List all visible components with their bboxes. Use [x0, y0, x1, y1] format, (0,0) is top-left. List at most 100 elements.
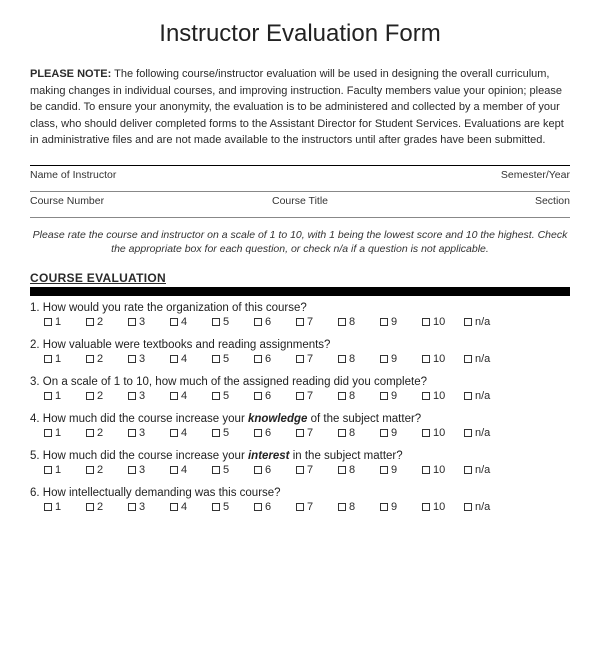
checkbox-icon[interactable]	[128, 318, 136, 326]
checkbox-icon[interactable]	[44, 466, 52, 474]
rating-option[interactable]: 9	[380, 353, 422, 365]
rating-option[interactable]: 7	[296, 316, 338, 328]
checkbox-icon[interactable]	[296, 355, 304, 363]
checkbox-icon[interactable]	[464, 503, 472, 511]
checkbox-icon[interactable]	[380, 318, 388, 326]
rating-option[interactable]: 10	[422, 427, 464, 439]
checkbox-icon[interactable]	[128, 429, 136, 437]
rating-option[interactable]: 1	[44, 501, 86, 513]
checkbox-icon[interactable]	[422, 429, 430, 437]
checkbox-icon[interactable]	[254, 429, 262, 437]
rating-option[interactable]: 2	[86, 390, 128, 402]
rating-option[interactable]: 9	[380, 501, 422, 513]
checkbox-icon[interactable]	[212, 392, 220, 400]
checkbox-icon[interactable]	[422, 318, 430, 326]
rating-option[interactable]: 1	[44, 427, 86, 439]
checkbox-icon[interactable]	[338, 429, 346, 437]
rating-option[interactable]: 1	[44, 316, 86, 328]
checkbox-icon[interactable]	[212, 318, 220, 326]
rating-option[interactable]: 6	[254, 427, 296, 439]
rating-option[interactable]: 10	[422, 464, 464, 476]
rating-option[interactable]: 8	[338, 427, 380, 439]
rating-option[interactable]: 1	[44, 390, 86, 402]
rating-option[interactable]: 2	[86, 464, 128, 476]
rating-option[interactable]: 4	[170, 501, 212, 513]
rating-option[interactable]: 2	[86, 316, 128, 328]
rating-option[interactable]: 6	[254, 501, 296, 513]
rating-option[interactable]: 4	[170, 390, 212, 402]
rating-option[interactable]: 10	[422, 353, 464, 365]
checkbox-icon[interactable]	[464, 429, 472, 437]
checkbox-icon[interactable]	[380, 466, 388, 474]
rating-option[interactable]: n/a	[464, 390, 512, 402]
checkbox-icon[interactable]	[212, 355, 220, 363]
rating-option[interactable]: 4	[170, 353, 212, 365]
rating-option[interactable]: 5	[212, 316, 254, 328]
rating-option[interactable]: 10	[422, 501, 464, 513]
checkbox-icon[interactable]	[422, 503, 430, 511]
checkbox-icon[interactable]	[380, 429, 388, 437]
checkbox-icon[interactable]	[254, 466, 262, 474]
rating-option[interactable]: 7	[296, 464, 338, 476]
checkbox-icon[interactable]	[86, 503, 94, 511]
rating-option[interactable]: 8	[338, 316, 380, 328]
checkbox-icon[interactable]	[254, 355, 262, 363]
rating-option[interactable]: n/a	[464, 316, 512, 328]
checkbox-icon[interactable]	[44, 503, 52, 511]
checkbox-icon[interactable]	[170, 503, 178, 511]
checkbox-icon[interactable]	[128, 466, 136, 474]
rating-option[interactable]: 10	[422, 390, 464, 402]
checkbox-icon[interactable]	[422, 392, 430, 400]
rating-option[interactable]: 4	[170, 464, 212, 476]
rating-option[interactable]: 4	[170, 427, 212, 439]
checkbox-icon[interactable]	[296, 429, 304, 437]
checkbox-icon[interactable]	[254, 503, 262, 511]
rating-option[interactable]: 5	[212, 501, 254, 513]
rating-option[interactable]: 7	[296, 501, 338, 513]
checkbox-icon[interactable]	[338, 355, 346, 363]
checkbox-icon[interactable]	[170, 466, 178, 474]
rating-option[interactable]: 3	[128, 501, 170, 513]
checkbox-icon[interactable]	[464, 318, 472, 326]
rating-option[interactable]: 9	[380, 316, 422, 328]
rating-option[interactable]: 10	[422, 316, 464, 328]
checkbox-icon[interactable]	[86, 466, 94, 474]
rating-option[interactable]: 7	[296, 353, 338, 365]
rating-option[interactable]: 2	[86, 501, 128, 513]
checkbox-icon[interactable]	[380, 355, 388, 363]
checkbox-icon[interactable]	[464, 355, 472, 363]
checkbox-icon[interactable]	[380, 392, 388, 400]
rating-option[interactable]: 1	[44, 353, 86, 365]
rating-option[interactable]: 5	[212, 353, 254, 365]
checkbox-icon[interactable]	[422, 355, 430, 363]
checkbox-icon[interactable]	[128, 392, 136, 400]
checkbox-icon[interactable]	[212, 429, 220, 437]
rating-option[interactable]: 3	[128, 316, 170, 328]
checkbox-icon[interactable]	[338, 318, 346, 326]
rating-option[interactable]: 5	[212, 464, 254, 476]
checkbox-icon[interactable]	[212, 503, 220, 511]
checkbox-icon[interactable]	[338, 503, 346, 511]
rating-option[interactable]: 4	[170, 316, 212, 328]
checkbox-icon[interactable]	[422, 466, 430, 474]
rating-option[interactable]: 8	[338, 390, 380, 402]
checkbox-icon[interactable]	[464, 466, 472, 474]
rating-option[interactable]: 3	[128, 464, 170, 476]
checkbox-icon[interactable]	[170, 355, 178, 363]
checkbox-icon[interactable]	[254, 392, 262, 400]
checkbox-icon[interactable]	[170, 392, 178, 400]
rating-option[interactable]: 8	[338, 464, 380, 476]
checkbox-icon[interactable]	[86, 355, 94, 363]
checkbox-icon[interactable]	[44, 355, 52, 363]
rating-option[interactable]: 5	[212, 390, 254, 402]
checkbox-icon[interactable]	[128, 503, 136, 511]
checkbox-icon[interactable]	[128, 355, 136, 363]
checkbox-icon[interactable]	[296, 466, 304, 474]
rating-option[interactable]: n/a	[464, 427, 512, 439]
rating-option[interactable]: 3	[128, 353, 170, 365]
rating-option[interactable]: 6	[254, 316, 296, 328]
checkbox-icon[interactable]	[338, 466, 346, 474]
checkbox-icon[interactable]	[44, 318, 52, 326]
checkbox-icon[interactable]	[44, 429, 52, 437]
rating-option[interactable]: 8	[338, 353, 380, 365]
